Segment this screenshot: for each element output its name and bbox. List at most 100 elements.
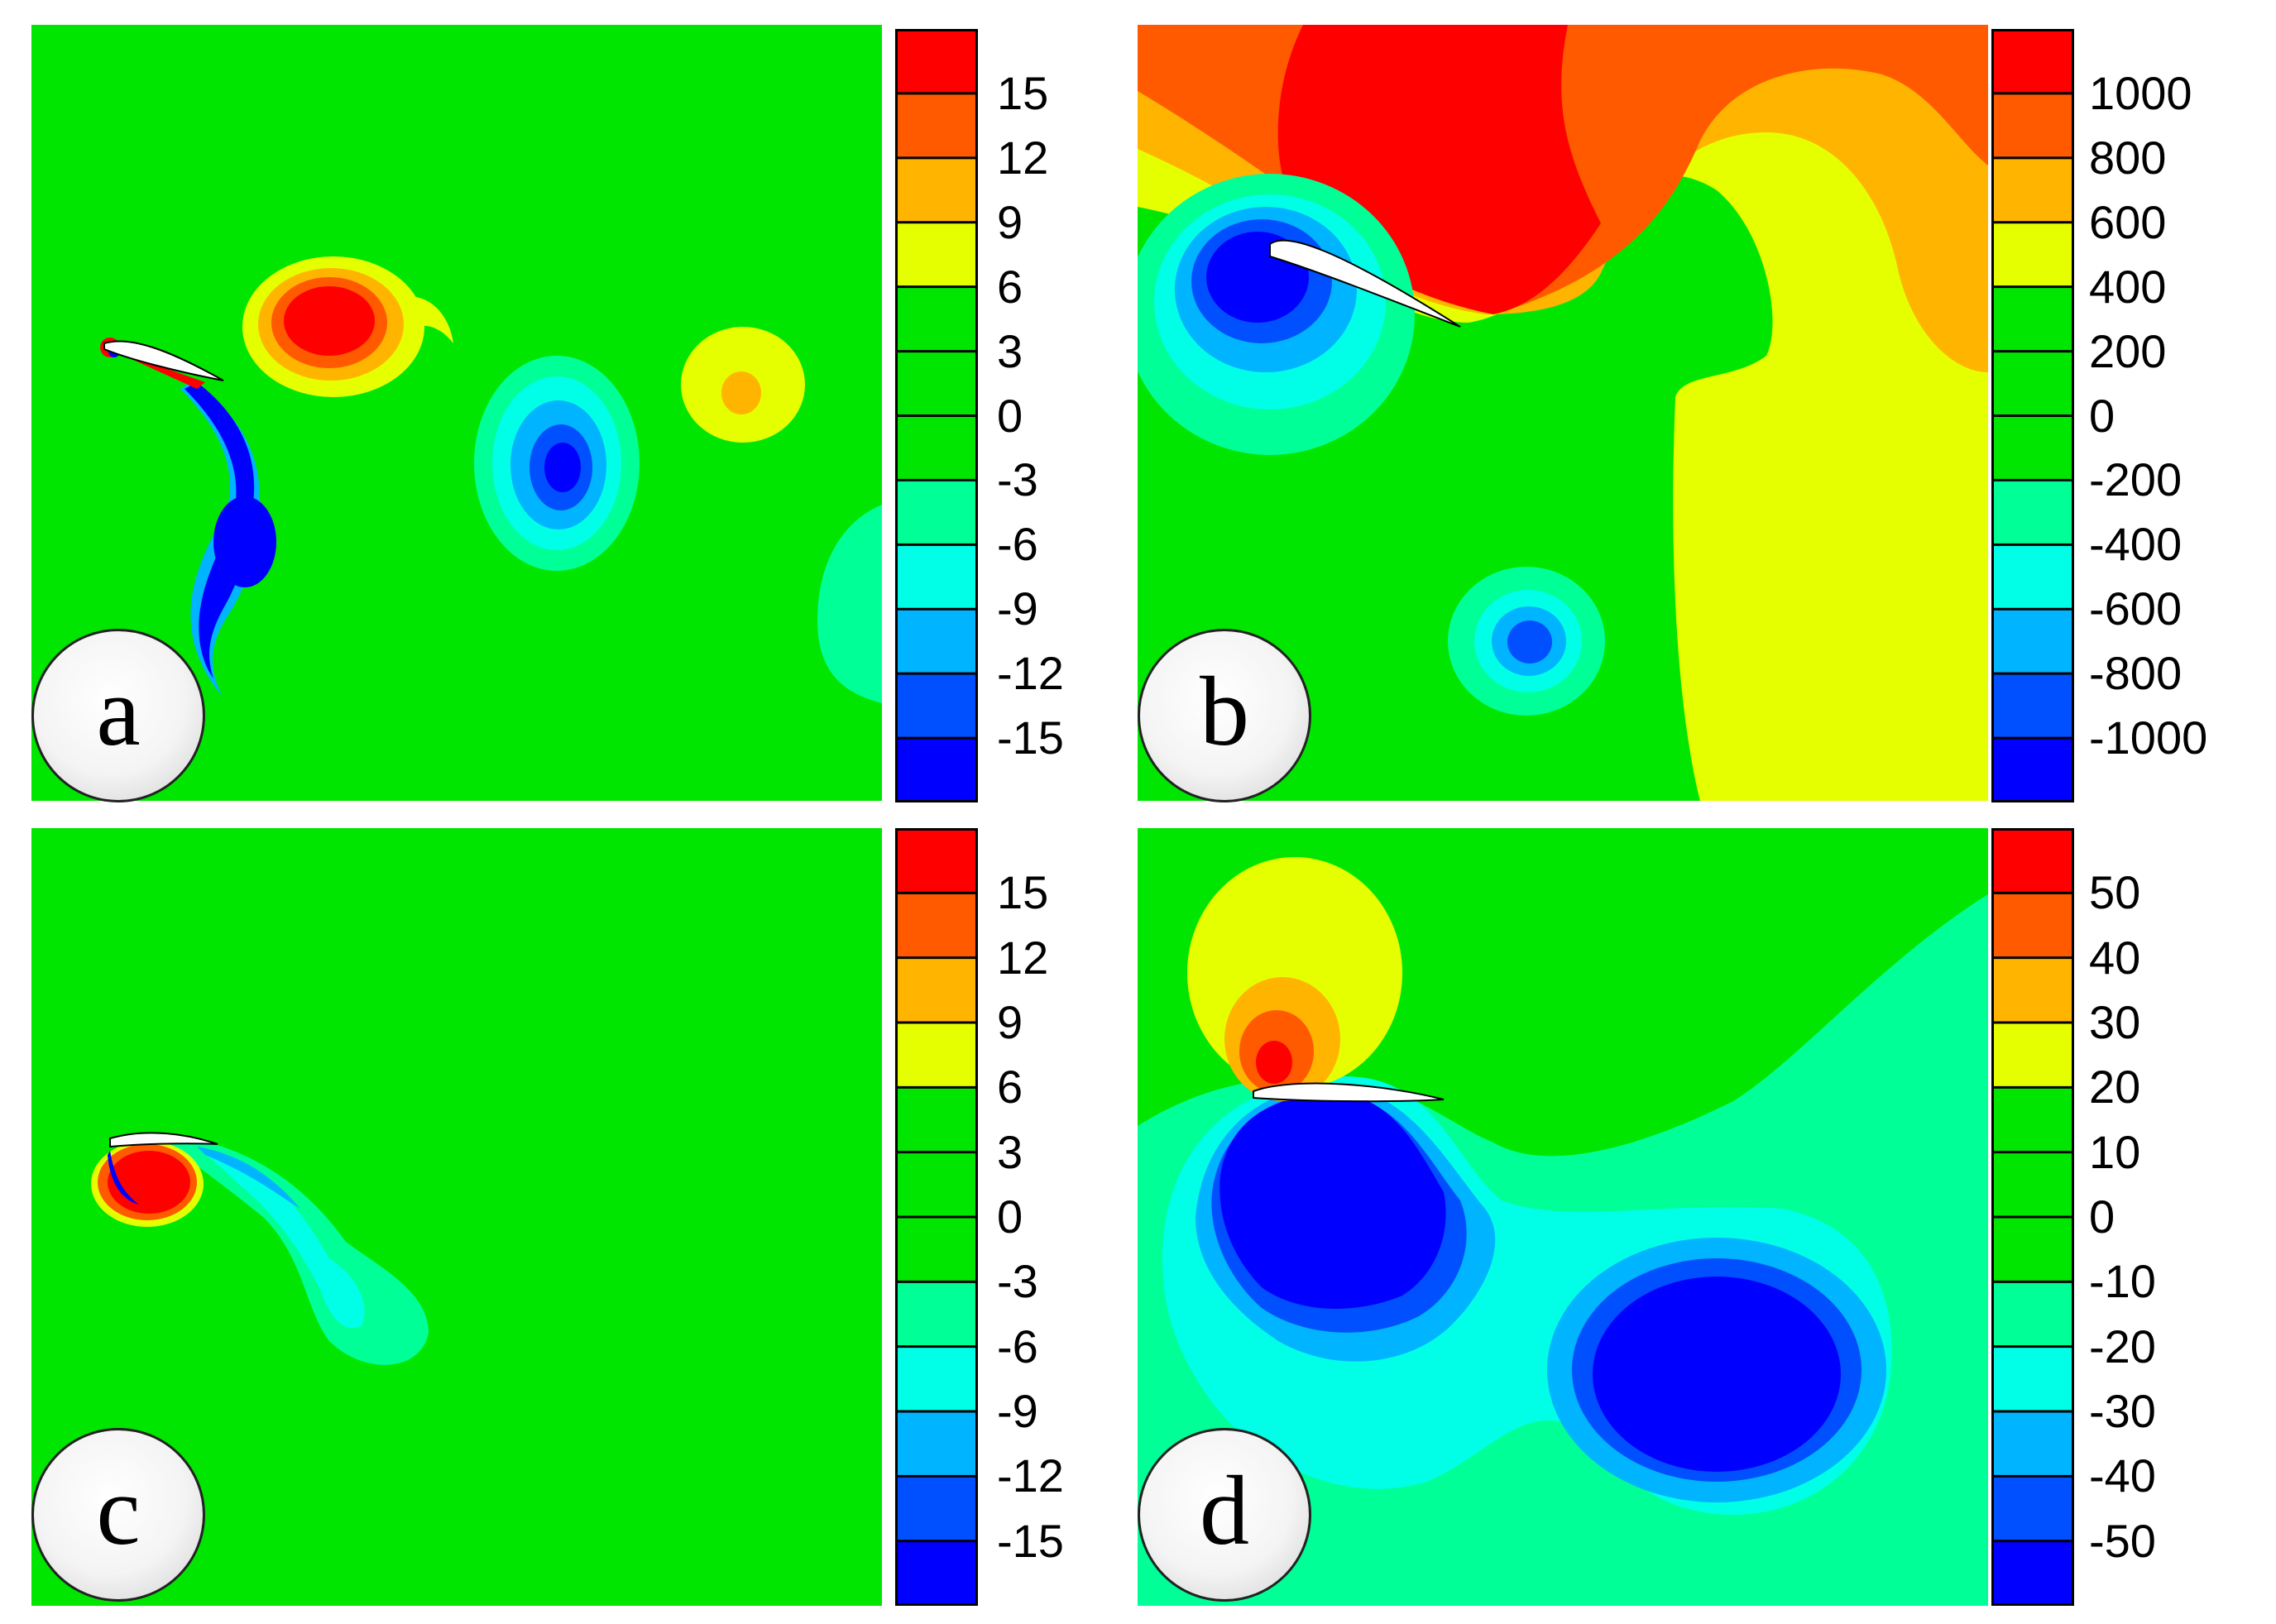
colorbar-ticks-b: 1000 800 600 400 200 0 -200 -400 -600 -800 -1000 (2089, 29, 2271, 802)
panel-label-c: c (96, 1455, 141, 1565)
colorbar-band-a-7 (895, 480, 978, 545)
colorbar-tick-label: -15 (997, 1514, 1064, 1567)
airfoil-c (109, 1132, 218, 1148)
colorbar-tick-label: 6 (997, 1061, 1023, 1114)
colorbar-tick-label: -40 (2089, 1449, 2156, 1502)
colorbar-frame-d (1991, 828, 2074, 1606)
colorbar-tick-label: -1000 (2089, 711, 2208, 764)
colorbar-tick-label: 12 (997, 131, 1049, 184)
panel-a: 15 12 9 6 3 0 -3 -6 -9 -12 -15 a (0, 0, 1138, 812)
colorbar-band-a-5 (895, 351, 978, 416)
colorbar-tick-label: 6 (997, 260, 1023, 313)
colorbar-band-a-10 (895, 673, 978, 739)
colorbar-tick-label: -12 (997, 1449, 1064, 1502)
contour-plot-a (31, 25, 882, 801)
colorbar-band-c-6 (895, 1217, 978, 1282)
colorbar-frame-b (1991, 29, 2074, 802)
colorbar-band-c-0 (895, 828, 978, 893)
colorbar-band-a-1 (895, 93, 978, 158)
colorbar-band-b-11 (1991, 738, 2074, 802)
panel-label-badge-b: b (1138, 629, 1311, 802)
colorbar-tick-label: -9 (997, 582, 1038, 635)
colorbar-frame-c (895, 828, 978, 1606)
colorbar-band-d-8 (1991, 1346, 2074, 1411)
colorbar-frame-a (895, 29, 978, 802)
colorbar-band-c-5 (895, 1152, 978, 1217)
colorbar-band-c-3 (895, 1023, 978, 1088)
colorbar-band-a-0 (895, 29, 978, 93)
colorbar-band-d-2 (1991, 957, 2074, 1023)
colorbar-band-d-5 (1991, 1152, 2074, 1217)
colorbar-d (1991, 828, 2074, 1606)
colorbar-tick-label: 15 (997, 866, 1049, 919)
colorbar-b (1991, 29, 2074, 802)
colorbar-tick-label: 40 (2089, 931, 2141, 984)
colorbar-band-d-10 (1991, 1476, 2074, 1541)
colorbar-band-d-3 (1991, 1023, 2074, 1088)
colorbar-tick-label: -600 (2089, 582, 2183, 635)
colorbar-band-b-1 (1991, 93, 2074, 158)
colorbar-tick-label: 800 (2089, 131, 2167, 184)
colorbar-tick-label: 0 (997, 389, 1023, 442)
colorbar-ticks-c: 15 12 9 6 3 0 -3 -6 -9 -12 -15 (997, 828, 1129, 1606)
colorbar-tick-label: -800 (2089, 647, 2183, 700)
colorbar-band-c-2 (895, 957, 978, 1023)
colorbar-tick-label: -12 (997, 647, 1064, 700)
colorbar-band-a-9 (895, 609, 978, 674)
colorbar-band-c-4 (895, 1087, 978, 1152)
colorbar-band-c-10 (895, 1476, 978, 1541)
colorbar-tick-label: -6 (997, 1320, 1038, 1372)
colorbar-tick-label: -6 (997, 518, 1038, 571)
colorbar-tick-label: 10 (2089, 1125, 2141, 1178)
colorbar-tick-label: -200 (2089, 453, 2183, 506)
colorbar-tick-label: -3 (997, 453, 1038, 506)
colorbar-band-b-5 (1991, 351, 2074, 416)
colorbar-tick-label: 0 (997, 1190, 1023, 1243)
colorbar-band-d-4 (1991, 1087, 2074, 1152)
colorbar-band-d-7 (1991, 1281, 2074, 1347)
colorbar-tick-label: 15 (997, 66, 1049, 119)
colorbar-tick-label: -50 (2089, 1514, 2156, 1567)
colorbar-tick-label: -15 (997, 711, 1064, 764)
colorbar-band-d-0 (1991, 828, 2074, 893)
colorbar-ticks-a: 15 12 9 6 3 0 -3 -6 -9 -12 -15 (997, 29, 1129, 802)
colorbar-band-b-6 (1991, 415, 2074, 481)
airfoil-b (1269, 239, 1461, 328)
colorbar-tick-label: 0 (2089, 1190, 2115, 1243)
colorbar-svg-a (895, 29, 978, 802)
colorbar-band-c-1 (895, 893, 978, 958)
panel-label-b: b (1200, 656, 1249, 766)
contour-svg-a (31, 25, 882, 801)
colorbar-tick-label: -10 (2089, 1255, 2156, 1308)
colorbar-tick-label: 50 (2089, 866, 2141, 919)
colorbar-band-b-0 (1991, 29, 2074, 93)
colorbar-band-b-4 (1991, 286, 2074, 352)
colorbar-band-a-8 (895, 544, 978, 610)
colorbar-band-b-2 (1991, 157, 2074, 223)
panel-d: 50 40 30 20 10 0 -10 -20 -30 -40 -50 d (1138, 812, 2276, 1624)
colorbar-tick-label: -9 (997, 1385, 1038, 1437)
colorbar-band-d-11 (1991, 1540, 2074, 1606)
colorbar-band-b-3 (1991, 222, 2074, 287)
colorbar-tick-label: 9 (997, 996, 1023, 1048)
colorbar-svg-b (1991, 29, 2074, 802)
colorbar-tick-label: -400 (2089, 518, 2183, 571)
colorbar-band-d-6 (1991, 1217, 2074, 1282)
colorbar-tick-label: -20 (2089, 1320, 2156, 1372)
colorbar-band-a-6 (895, 415, 978, 481)
colorbar-tick-label: 400 (2089, 260, 2167, 313)
colorbar-tick-label: -30 (2089, 1385, 2156, 1437)
colorbar-band-b-8 (1991, 544, 2074, 610)
colorbar-tick-label: 3 (997, 324, 1023, 377)
colorbar-tick-label: 0 (2089, 389, 2115, 442)
colorbar-band-d-9 (1991, 1411, 2074, 1477)
panel-label-a: a (96, 656, 141, 766)
colorbar-a (895, 29, 978, 802)
panel-label-badge-a: a (31, 629, 205, 802)
colorbar-tick-label: -3 (997, 1255, 1038, 1308)
colorbar-band-a-3 (895, 222, 978, 287)
panel-b: 1000 800 600 400 200 0 -200 -400 -600 -800 -1000 b (1138, 0, 2276, 812)
colorbar-band-b-7 (1991, 480, 2074, 545)
colorbar-tick-label: 3 (997, 1125, 1023, 1178)
colorbar-tick-label: 30 (2089, 996, 2141, 1048)
